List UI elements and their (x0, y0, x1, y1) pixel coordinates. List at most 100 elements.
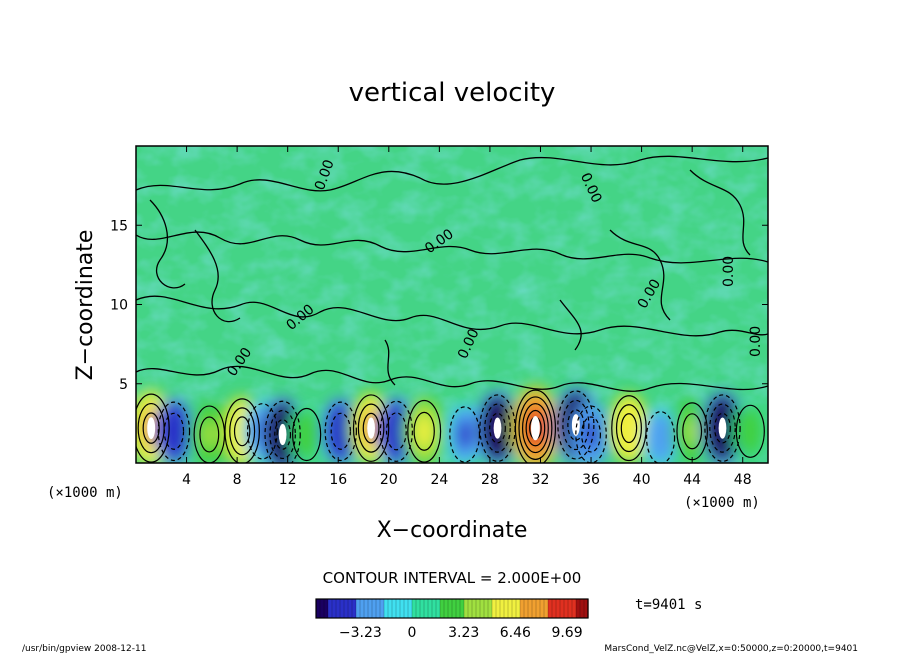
cell-contour (449, 406, 481, 463)
cell-contour (714, 412, 731, 444)
colorbar-frame (315, 598, 589, 619)
colorbar-swatch (436, 599, 441, 618)
x-axis-label: X−coordinate (377, 518, 528, 543)
colorbar-swatch (556, 599, 561, 618)
x-tick-label: 16 (329, 472, 347, 488)
x-unit-left: (×1000 m) (47, 485, 123, 501)
cell-contour (385, 412, 407, 451)
colorbar-swatch (360, 599, 365, 618)
colorbar-swatch (460, 599, 465, 618)
x-tick-label: 32 (532, 472, 550, 488)
colorbar-swatch (340, 599, 345, 618)
y-axis-label: Z−coordinate (73, 230, 98, 381)
y-tick-label: 10 (110, 298, 128, 314)
cell-contour (324, 401, 357, 462)
cell-contour (352, 394, 390, 462)
cell-contour (581, 416, 601, 453)
x-tick-label: 44 (683, 472, 701, 488)
cell-peak (531, 415, 540, 441)
cell-contour (264, 400, 301, 463)
colorbar-swatch (440, 599, 445, 618)
colorbar-swatch (580, 599, 585, 618)
colorbar-swatch (508, 599, 513, 618)
colorbar (315, 599, 589, 618)
colorbar-swatch (384, 599, 389, 618)
cell-contour (357, 403, 385, 453)
x-tick-label: 4 (182, 472, 191, 488)
colorbar-swatch (368, 599, 373, 618)
cell-contour (735, 404, 765, 458)
colorbar-swatch (412, 599, 417, 618)
x-tick-label: 28 (481, 472, 499, 488)
cell-peak (147, 417, 156, 440)
colorbar-swatch (320, 599, 325, 618)
colorbar-swatch (476, 599, 481, 618)
colorbar-swatch (392, 599, 397, 618)
colorbar-swatch (480, 599, 485, 618)
contour-line (194, 229, 241, 323)
contour-line (689, 169, 751, 256)
cell-contour (704, 394, 741, 462)
cell-core (415, 414, 433, 449)
colorbar-swatch (468, 599, 473, 618)
cell-contour (136, 393, 170, 463)
cell-contour (489, 412, 506, 444)
contour-line (136, 231, 768, 264)
colorbar-swatch (536, 599, 541, 618)
colorbar-swatch (500, 599, 505, 618)
colorbar-swatch (560, 599, 565, 618)
colorbar-swatch (408, 599, 413, 618)
colorbar-swatch (488, 599, 493, 618)
cell-contour (682, 413, 703, 450)
plot-area: 0.00 0.00 0.00 0.00 0.00 0.00 0.00 0.00 … (136, 146, 768, 463)
colorbar-swatch (336, 599, 341, 618)
x-unit-right: (×1000 m) (684, 495, 760, 511)
colorbar-tick-label: 9.69 (551, 625, 582, 641)
colorbar-swatch (316, 599, 321, 618)
colorbar-swatch (356, 599, 361, 618)
cell-peak (367, 417, 375, 439)
cell-core (620, 410, 638, 446)
x-tick-label: 48 (734, 472, 752, 488)
cell-contour (611, 395, 647, 462)
y-tick-label: 15 (110, 218, 128, 234)
cell-contour (518, 396, 553, 460)
cell-contour (645, 411, 676, 463)
x-tick-label: 40 (633, 472, 651, 488)
colorbar-swatch (328, 599, 333, 618)
contour-line (136, 365, 768, 392)
colorbar-swatch (544, 599, 549, 618)
contour-line (609, 229, 671, 321)
time-label: t=9401 s (635, 597, 702, 613)
colorbar-swatch (464, 599, 469, 618)
colorbar-swatch (532, 599, 537, 618)
colorbar-swatch (572, 599, 577, 618)
cell-contour (233, 416, 251, 447)
y-axis-ticks: 5 10 15 (110, 218, 768, 393)
colorbar-swatch (456, 599, 461, 618)
cell-contour (407, 399, 442, 463)
colorbar-swatch (376, 599, 381, 618)
colorbar-swatch (444, 599, 449, 618)
colorbar-tick-label: 0 (408, 625, 417, 641)
contour-interval: CONTOUR INTERVAL = 2.000E+00 (323, 569, 582, 587)
colorbar-swatch (344, 599, 349, 618)
chart-title: vertical velocity (349, 78, 556, 108)
colorbar-swatch (452, 599, 457, 618)
cell-contour (567, 409, 585, 441)
cell-contour (330, 412, 351, 450)
colorbar-swatch (512, 599, 517, 618)
colorbar-tick-label: 6.46 (500, 625, 531, 641)
cell-contour (562, 399, 590, 451)
cell-contour (274, 419, 292, 450)
cell-contour (246, 403, 278, 460)
contour-line (559, 299, 582, 351)
contour-line (384, 339, 396, 386)
cell-contours (136, 389, 765, 463)
colorbar-swatch (396, 599, 401, 618)
cell-peak (278, 423, 287, 446)
colorbar-swatch (372, 599, 377, 618)
cell-core (299, 420, 314, 449)
cell-contour (521, 403, 549, 454)
